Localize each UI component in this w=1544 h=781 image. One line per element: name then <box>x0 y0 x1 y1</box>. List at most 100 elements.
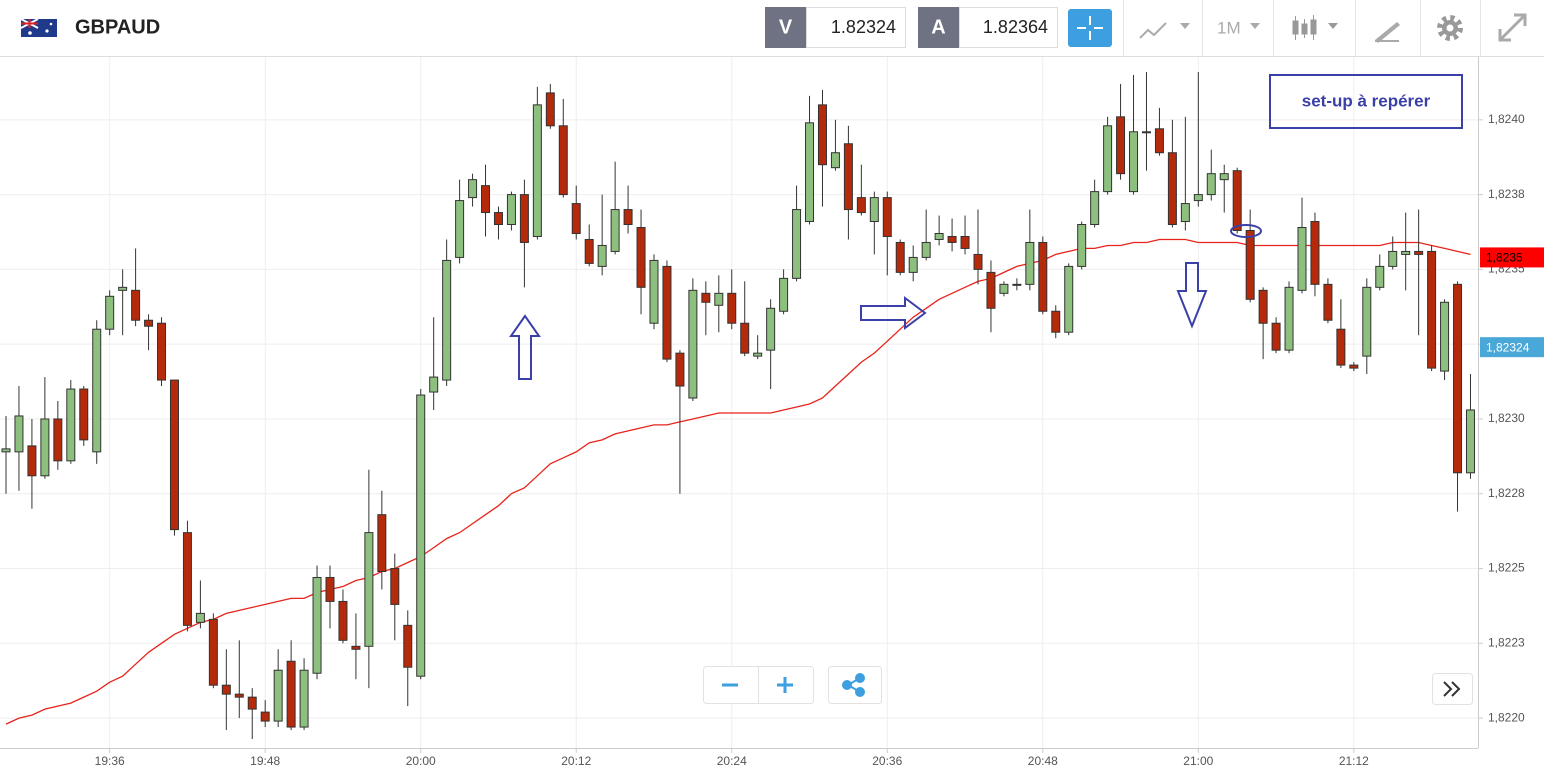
up-arrow <box>509 314 541 380</box>
candle-body <box>649 259 659 324</box>
candle-body <box>195 612 205 623</box>
candle-body <box>1375 265 1385 288</box>
y-tick-label: 1,8220 <box>1488 710 1525 724</box>
candle-body <box>1129 131 1139 193</box>
candle-body <box>792 209 802 279</box>
fullscreen-button[interactable] <box>1498 13 1527 42</box>
candle-body <box>1453 283 1463 474</box>
candle-body <box>714 292 724 306</box>
bid-price: 1.82324 <box>831 17 896 37</box>
timeframe-caret <box>1250 23 1260 29</box>
candle-body <box>1297 227 1307 291</box>
candle-body <box>999 283 1009 294</box>
candle-body <box>817 104 827 166</box>
y-tick-label: 1,8225 <box>1488 561 1525 575</box>
candle-body <box>234 693 244 698</box>
candle-body <box>1232 170 1242 231</box>
symbol: GBPAUD <box>75 16 160 38</box>
candle-body <box>1103 125 1113 193</box>
candle-body <box>1336 328 1346 366</box>
candle-body <box>519 194 529 243</box>
zoom-in[interactable] <box>777 677 793 693</box>
bid-label: V <box>779 16 793 38</box>
candle-body <box>1362 286 1372 357</box>
price-label-box <box>1480 247 1544 268</box>
candle-body <box>442 259 452 381</box>
candle-body <box>1051 310 1061 333</box>
bid-button[interactable] <box>765 7 806 48</box>
candle-body <box>1154 128 1164 154</box>
candles-button[interactable] <box>1292 15 1338 40</box>
axes: 1,82201,82231,82251,82281,82301,82331,82… <box>95 112 1544 768</box>
scroll-end-icon <box>1443 681 1461 697</box>
moving-average <box>5 238 1471 725</box>
candle-body <box>1206 173 1216 196</box>
candle-body <box>157 322 167 381</box>
candle-body <box>727 292 737 324</box>
candle-body <box>623 209 633 226</box>
candle-body <box>144 319 154 327</box>
candle-body <box>1271 322 1281 351</box>
x-tick-label: 21:12 <box>1339 754 1369 768</box>
candle-body <box>1323 283 1333 321</box>
candle-body <box>1180 203 1190 223</box>
ma-line <box>5 238 1471 725</box>
share-button[interactable] <box>828 666 882 704</box>
scroll-end-button[interactable] <box>1432 673 1473 705</box>
candle-body <box>429 376 439 393</box>
candle-body <box>27 445 37 477</box>
candle-body <box>1349 364 1359 369</box>
price-label: 1,82324 <box>1486 340 1530 354</box>
settings-button[interactable] <box>1437 15 1463 41</box>
candle-body <box>869 197 879 223</box>
ask-price: 1.82364 <box>983 17 1048 37</box>
candle-body <box>1141 131 1151 134</box>
candle-body <box>1258 289 1268 324</box>
candle-body <box>1 448 11 453</box>
candle-body <box>92 328 102 453</box>
candle-body <box>131 289 141 321</box>
candle-body <box>921 241 931 258</box>
candle-body <box>545 92 555 127</box>
candle-body <box>1440 301 1450 372</box>
x-tick-label: 20:12 <box>561 754 591 768</box>
candle-body <box>377 514 387 573</box>
candle-body <box>1090 191 1100 226</box>
candle-body <box>260 711 270 722</box>
candle-body <box>688 289 698 399</box>
y-tick-label: 1,8240 <box>1488 112 1525 126</box>
crosshair-button[interactable] <box>1068 9 1112 47</box>
bid-box <box>806 7 906 48</box>
zoom-controls <box>703 666 1473 705</box>
candle-body <box>1193 194 1203 202</box>
candle-body <box>701 292 711 303</box>
x-tick-label: 20:48 <box>1028 754 1058 768</box>
candle-body <box>1388 250 1398 267</box>
draw-button[interactable] <box>1375 22 1400 43</box>
timeframe[interactable]: 1M <box>1217 18 1241 37</box>
candle-body <box>882 197 892 237</box>
y-tick-label: 1,8238 <box>1488 187 1525 201</box>
ask-button[interactable] <box>918 7 959 48</box>
candle-body <box>247 696 257 710</box>
annotation-box <box>1269 74 1463 129</box>
annotation-text: set-up à repérer <box>1302 91 1431 110</box>
candle-body <box>947 235 957 243</box>
candle-body <box>481 185 491 214</box>
candle-body <box>506 194 516 226</box>
setup-ellipse <box>1230 224 1262 238</box>
candle-body <box>1025 241 1035 285</box>
candle-body <box>169 379 179 531</box>
candle-body <box>351 645 361 650</box>
candle-body <box>597 244 607 267</box>
candle-body <box>1465 409 1475 474</box>
candle-body <box>66 388 76 462</box>
chart-type-button[interactable] <box>1139 22 1190 39</box>
flag-icon <box>20 18 57 37</box>
candle-body <box>662 265 672 360</box>
x-tick-label: 20:36 <box>872 754 902 768</box>
ask-label: A <box>931 16 945 38</box>
candle-body <box>1245 229 1255 300</box>
